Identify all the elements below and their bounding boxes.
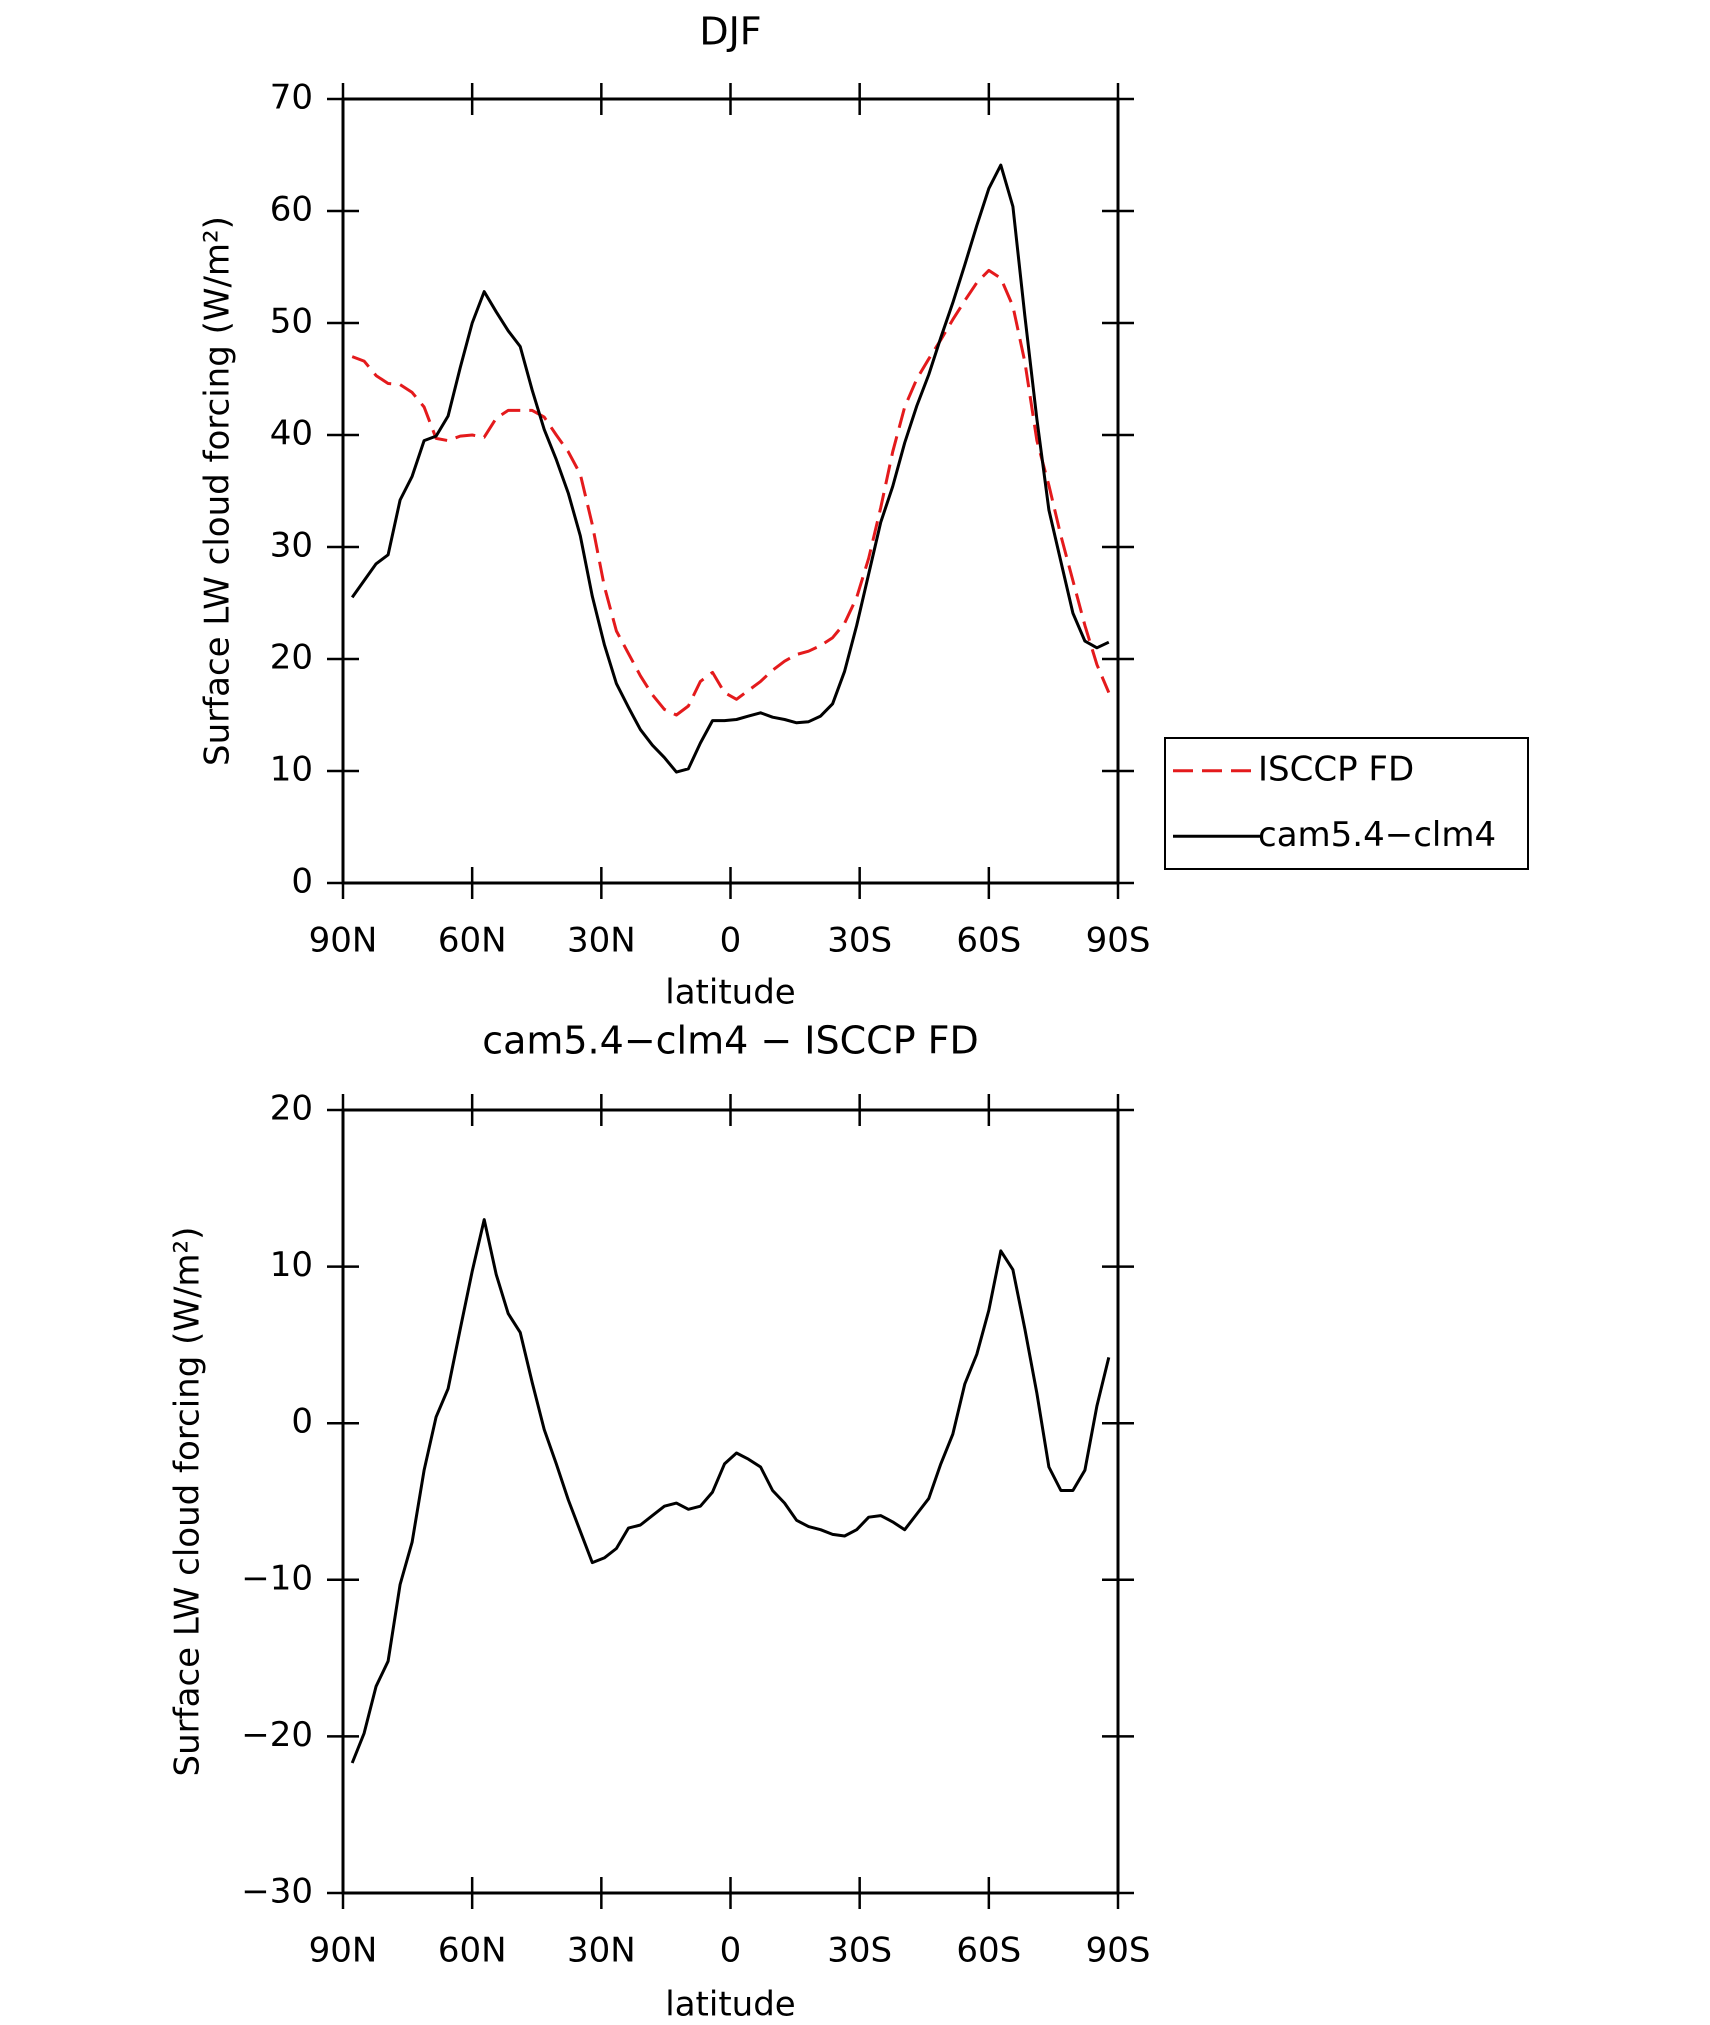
data-line [350, 1218, 1111, 1764]
y-tick-label: 0 [291, 1402, 313, 1442]
x-tick-label: 0 [720, 1931, 742, 1971]
x-tick-label: 30S [827, 921, 892, 961]
legend-label: ISCCP FD [1258, 749, 1414, 789]
y-tick-label: 10 [270, 750, 313, 790]
x-tick-label: 90N [309, 1931, 378, 1971]
chart-title: DJF [699, 10, 761, 54]
data-line [350, 163, 1110, 774]
y-tick-label: 70 [270, 78, 313, 118]
x-tick-label: 30S [827, 1931, 892, 1971]
y-tick-label: 50 [270, 302, 313, 342]
x-tick-label: 90S [1086, 921, 1151, 961]
x-tick-label: 0 [720, 921, 742, 961]
y-tick-label: −30 [241, 1872, 313, 1912]
legend-box [1164, 737, 1529, 870]
y-tick-label: 20 [270, 638, 313, 678]
plot-frame [341, 1108, 1120, 1895]
y-axis-label: Surface LW cloud forcing (W/m²) [168, 1227, 208, 1777]
x-axis-label: latitude [665, 973, 795, 1013]
x-tick-label: 90S [1086, 1931, 1151, 1971]
x-tick-label: 60S [956, 1931, 1021, 1971]
y-tick-label: 0 [291, 862, 313, 902]
y-tick-label: 60 [270, 190, 313, 230]
x-tick-label: 60N [438, 921, 507, 961]
x-axis-label: latitude [665, 1985, 795, 2022]
chart-title: cam5.4−clm4 − ISCCP FD [482, 1019, 979, 1063]
y-tick-label: −10 [241, 1558, 313, 1598]
y-tick-label: 20 [270, 1089, 313, 1129]
y-tick-label: 30 [270, 526, 313, 566]
x-tick-label: 30N [567, 1931, 636, 1971]
data-line [351, 268, 1111, 717]
y-axis-label: Surface LW cloud forcing (W/m²) [198, 216, 238, 766]
x-tick-label: 30N [567, 921, 636, 961]
x-tick-label: 60S [956, 921, 1021, 961]
x-tick-label: 90N [309, 921, 378, 961]
x-tick-label: 60N [438, 1931, 507, 1971]
plot-frame [341, 97, 1120, 885]
y-tick-label: 40 [270, 414, 313, 454]
y-tick-label: 10 [270, 1245, 313, 1285]
legend-label: cam5.4−clm4 [1258, 815, 1496, 855]
y-tick-label: −20 [241, 1715, 313, 1755]
